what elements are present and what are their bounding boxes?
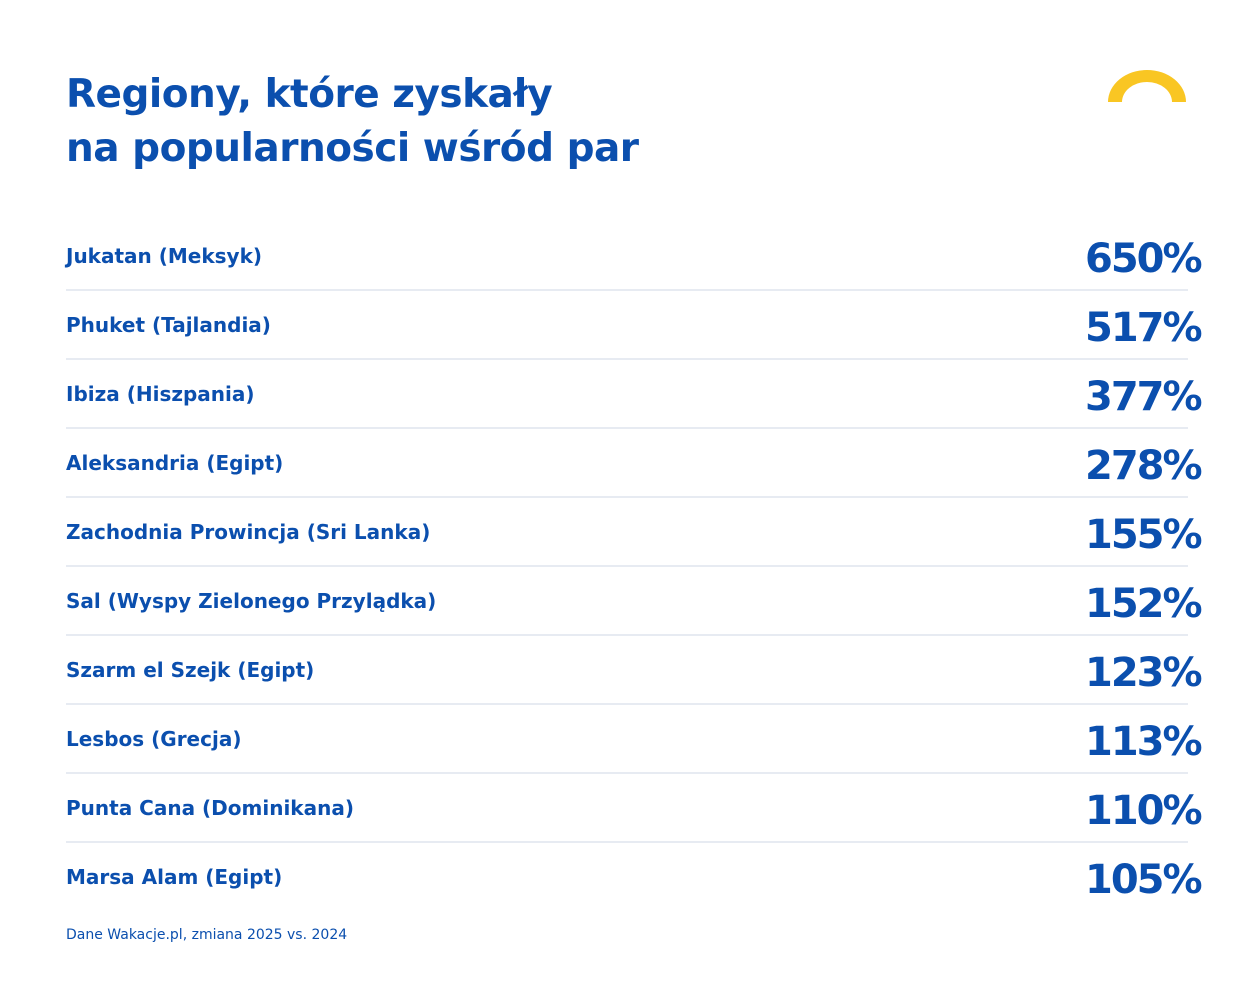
change-value: 152% <box>1085 581 1203 627</box>
table-row: Sal (Wyspy Zielonego Przylądka) 152% <box>66 567 1203 636</box>
table-row: Szarm el Szejk (Egipt) 123% <box>66 636 1203 705</box>
region-label: Phuket (Tajlandia) <box>66 313 271 337</box>
table-row: Phuket (Tajlandia) 517% <box>66 291 1203 360</box>
change-value: 155% <box>1085 512 1203 558</box>
change-value: 123% <box>1085 650 1203 696</box>
table-row: Lesbos (Grecja) 113% <box>66 705 1203 774</box>
sun-arc-logo-icon <box>1108 70 1186 102</box>
region-label: Szarm el Szejk (Egipt) <box>66 658 315 682</box>
change-value: 377% <box>1085 374 1203 420</box>
change-value: 278% <box>1085 443 1203 489</box>
page-title: Regiony, które zyskały na popularności w… <box>66 68 639 176</box>
region-label: Zachodnia Prowincja (Sri Lanka) <box>66 520 431 544</box>
regions-table: Jukatan (Meksyk) 650% Phuket (Tajlandia) 51… <box>66 222 1203 910</box>
source-note: Dane Wakacje.pl, zmiana 2025 vs. 2024 <box>66 927 348 943</box>
table-row: Jukatan (Meksyk) 650% <box>66 222 1203 291</box>
change-value: 650% <box>1085 236 1203 282</box>
table-row: Ibiza (Hiszpania) 377% <box>66 360 1203 429</box>
title-line-2: na popularności wśród par <box>66 126 639 171</box>
region-label: Sal (Wyspy Zielonego Przylądka) <box>66 589 437 613</box>
table-row: Aleksandria (Egipt) 278% <box>66 429 1203 498</box>
region-label: Marsa Alam (Egipt) <box>66 865 283 889</box>
change-value: 110% <box>1085 788 1203 834</box>
region-label: Aleksandria (Egipt) <box>66 451 284 475</box>
change-value: 105% <box>1085 857 1203 903</box>
region-label: Punta Cana (Dominikana) <box>66 796 354 820</box>
table-row: Marsa Alam (Egipt) 105% <box>66 843 1203 910</box>
table-row: Punta Cana (Dominikana) 110% <box>66 774 1203 843</box>
change-value: 113% <box>1085 719 1203 765</box>
title-line-1: Regiony, które zyskały <box>66 72 553 117</box>
table-row: Zachodnia Prowincja (Sri Lanka) 155% <box>66 498 1203 567</box>
region-label: Lesbos (Grecja) <box>66 727 242 751</box>
region-label: Jukatan (Meksyk) <box>66 244 263 268</box>
region-label: Ibiza (Hiszpania) <box>66 382 255 406</box>
change-value: 517% <box>1085 305 1203 351</box>
